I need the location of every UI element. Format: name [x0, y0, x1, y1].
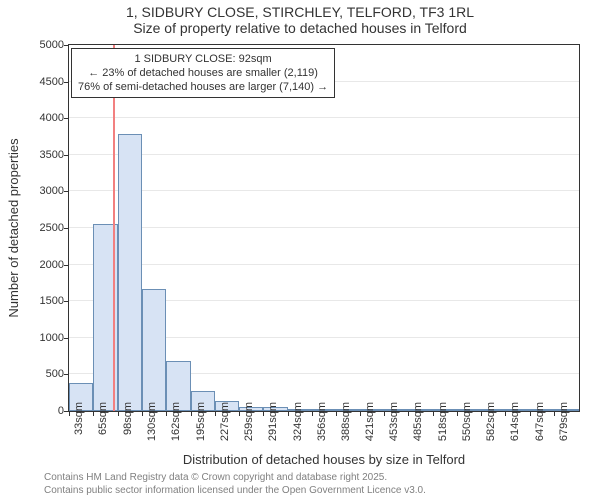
- x-tick-label: 356sqm: [316, 402, 328, 452]
- chart-title-line2: Size of property relative to detached ho…: [0, 20, 600, 36]
- y-tick-label: 3500: [30, 149, 64, 161]
- x-tick-label: 518sqm: [437, 402, 449, 452]
- x-tick-mark: [312, 412, 313, 416]
- x-tick-mark: [505, 412, 506, 416]
- y-tick-mark: [64, 338, 68, 339]
- y-tick-label: 1000: [30, 332, 64, 344]
- x-tick-label: 65sqm: [97, 402, 109, 452]
- x-tick-label: 324sqm: [292, 402, 304, 452]
- y-tick-mark: [64, 45, 68, 46]
- x-tick-mark: [118, 412, 119, 416]
- x-tick-label: 582sqm: [485, 402, 497, 452]
- y-tick-label: 0: [30, 405, 64, 417]
- annotation-line1: 1 SIDBURY CLOSE: 92sqm: [78, 52, 328, 66]
- x-tick-label: 614sqm: [509, 402, 521, 452]
- x-tick-mark: [360, 412, 361, 416]
- y-tick-mark: [64, 228, 68, 229]
- y-tick-label: 500: [30, 368, 64, 380]
- footer-line2: Contains public sector information licen…: [44, 485, 426, 496]
- x-tick-label: 647sqm: [534, 402, 546, 452]
- x-tick-mark: [215, 412, 216, 416]
- x-tick-mark: [93, 412, 94, 416]
- x-tick-label: 259sqm: [243, 402, 255, 452]
- footer-line1: Contains HM Land Registry data © Crown c…: [44, 472, 387, 483]
- y-tick-mark: [64, 118, 68, 119]
- annotation-line2: ← 23% of detached houses are smaller (2,…: [78, 66, 328, 80]
- x-tick-label: 679sqm: [558, 402, 570, 452]
- x-tick-label: 485sqm: [412, 402, 424, 452]
- x-tick-mark: [457, 412, 458, 416]
- chart-container: 1, SIDBURY CLOSE, STIRCHLEY, TELFORD, TF…: [0, 0, 600, 500]
- y-tick-label: 4000: [30, 112, 64, 124]
- x-tick-label: 98sqm: [122, 402, 134, 452]
- x-tick-label: 130sqm: [146, 402, 158, 452]
- x-tick-label: 227sqm: [219, 402, 231, 452]
- y-tick-label: 1500: [30, 295, 64, 307]
- gridline: [69, 154, 579, 155]
- y-tick-mark: [64, 155, 68, 156]
- x-tick-label: 421sqm: [364, 402, 376, 452]
- x-tick-mark: [530, 412, 531, 416]
- x-tick-mark: [384, 412, 385, 416]
- y-tick-label: 5000: [30, 39, 64, 51]
- gridline: [69, 227, 579, 228]
- x-tick-mark: [481, 412, 482, 416]
- y-tick-mark: [64, 301, 68, 302]
- x-tick-label: 291sqm: [267, 402, 279, 452]
- y-tick-mark: [64, 191, 68, 192]
- gridline: [69, 264, 579, 265]
- histogram-bar: [142, 289, 166, 411]
- y-tick-label: 2000: [30, 259, 64, 271]
- y-tick-mark: [64, 411, 68, 412]
- y-tick-mark: [64, 265, 68, 266]
- x-tick-label: 33sqm: [73, 402, 85, 452]
- y-tick-mark: [64, 82, 68, 83]
- x-tick-label: 550sqm: [461, 402, 473, 452]
- plot-area: 1 SIDBURY CLOSE: 92sqm← 23% of detached …: [68, 44, 580, 412]
- y-axis-label: Number of detached properties: [6, 138, 21, 317]
- y-tick-label: 2500: [30, 222, 64, 234]
- x-tick-mark: [69, 412, 70, 416]
- y-tick-label: 4500: [30, 76, 64, 88]
- x-tick-mark: [263, 412, 264, 416]
- x-tick-mark: [408, 412, 409, 416]
- y-tick-mark: [64, 374, 68, 375]
- reference-line: [113, 45, 115, 411]
- x-tick-mark: [166, 412, 167, 416]
- x-tick-mark: [288, 412, 289, 416]
- histogram-bar: [118, 134, 142, 411]
- x-tick-mark: [433, 412, 434, 416]
- annotation-box: 1 SIDBURY CLOSE: 92sqm← 23% of detached …: [71, 48, 335, 98]
- y-tick-label: 3000: [30, 185, 64, 197]
- x-tick-label: 453sqm: [388, 402, 400, 452]
- x-tick-mark: [336, 412, 337, 416]
- x-tick-label: 162sqm: [170, 402, 182, 452]
- annotation-line3: 76% of semi-detached houses are larger (…: [78, 80, 328, 94]
- x-tick-label: 195sqm: [195, 402, 207, 452]
- x-axis-label: Distribution of detached houses by size …: [68, 452, 580, 467]
- gridline: [69, 117, 579, 118]
- gridline: [69, 190, 579, 191]
- x-tick-mark: [191, 412, 192, 416]
- x-tick-label: 388sqm: [340, 402, 352, 452]
- x-tick-mark: [554, 412, 555, 416]
- chart-title-line1: 1, SIDBURY CLOSE, STIRCHLEY, TELFORD, TF…: [0, 4, 600, 20]
- x-tick-mark: [239, 412, 240, 416]
- x-tick-mark: [142, 412, 143, 416]
